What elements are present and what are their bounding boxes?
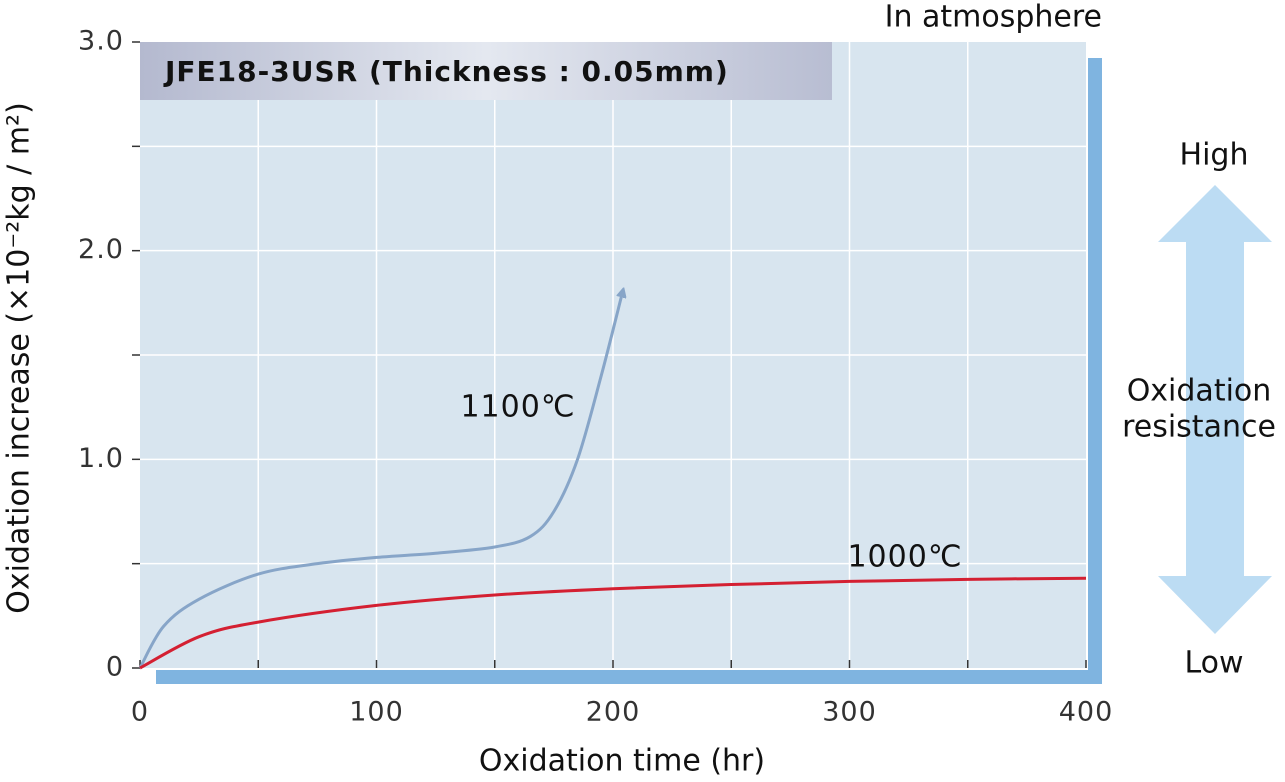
series-label: 1000℃ xyxy=(847,540,962,575)
title-box xyxy=(140,42,832,100)
y-tick-label: 1.0 xyxy=(78,443,124,474)
frame-bar xyxy=(1088,58,1102,684)
x-tick-label: 0 xyxy=(131,697,149,728)
y-tick-label: 2.0 xyxy=(78,234,124,265)
frame-bar xyxy=(156,670,1102,684)
y-tick-label: 3.0 xyxy=(78,26,124,57)
x-tick-label: 200 xyxy=(586,697,641,728)
scale-label: resistance xyxy=(1122,410,1276,445)
x-axis-label: Oxidation time (hr) xyxy=(479,744,765,779)
subtitle: In atmosphere xyxy=(885,0,1102,35)
x-tick-label: 100 xyxy=(349,697,404,728)
scale-top: High xyxy=(1180,138,1249,173)
scale-label: Oxidation xyxy=(1127,374,1272,409)
chart-title: JFE18-3USR (Thickness : 0.05mm) xyxy=(163,55,729,88)
x-tick-label: 400 xyxy=(1059,697,1114,728)
y-axis-label: Oxidation increase (×10⁻²kg / m²) xyxy=(2,102,37,614)
y-tick-label: 0 xyxy=(106,652,124,683)
series-label: 1100℃ xyxy=(460,390,575,425)
scale-arrow xyxy=(1158,185,1272,634)
scale-bottom: Low xyxy=(1184,646,1243,681)
series-line xyxy=(139,576,1087,670)
series-line xyxy=(138,292,622,669)
x-tick-label: 300 xyxy=(822,697,877,728)
